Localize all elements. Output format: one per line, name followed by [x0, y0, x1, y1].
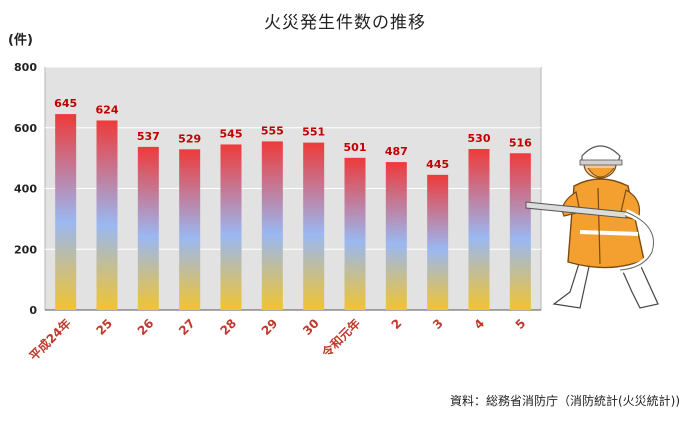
bar: [344, 157, 366, 310]
y-tick-label: 200: [14, 243, 37, 256]
x-tick-label: 25: [93, 316, 115, 338]
bar: [303, 142, 325, 310]
bar: [427, 174, 449, 310]
bar: [179, 149, 201, 310]
bar: [96, 120, 118, 311]
bar: [261, 141, 283, 310]
bar-value-label: 516: [509, 136, 532, 149]
x-tick-label: 26: [135, 316, 157, 338]
bar-value-label: 545: [220, 127, 243, 140]
x-tick-label: 平成24年: [26, 316, 74, 364]
bar-value-label: 624: [96, 103, 119, 116]
bar: [55, 114, 77, 310]
bar-value-label: 529: [178, 132, 201, 145]
bar-value-label: 501: [344, 141, 367, 154]
bar-value-label: 445: [426, 158, 449, 171]
x-tick-label: 28: [217, 316, 239, 338]
y-tick-label: 800: [14, 61, 37, 74]
bar: [220, 144, 242, 310]
y-tick-label: 0: [29, 304, 37, 317]
bar-value-label: 537: [137, 130, 160, 143]
bar-value-label: 645: [54, 97, 77, 110]
x-tick-label: 27: [176, 316, 198, 338]
firefighter-icon: [525, 145, 659, 309]
bar: [509, 153, 531, 310]
y-axis-unit-label: (件): [8, 33, 33, 48]
bar-value-label: 530: [468, 132, 491, 145]
y-tick-label: 600: [14, 122, 37, 135]
bar-value-label: 551: [302, 126, 325, 139]
bar: [137, 146, 159, 310]
bar-value-label: 555: [261, 124, 284, 137]
bar: [385, 162, 407, 310]
x-tick-label: 5: [513, 316, 529, 332]
x-tick-label: 4: [471, 316, 487, 332]
bar: [468, 149, 490, 310]
x-tick-label: 29: [259, 316, 281, 338]
x-tick-label: 令和元年: [318, 316, 363, 361]
chart-title: 火災発生件数の推移: [264, 13, 426, 33]
x-tick-label: 3: [430, 316, 446, 332]
x-tick-label: 2: [389, 316, 405, 332]
x-tick-label: 30: [300, 316, 322, 338]
bar-value-label: 487: [385, 145, 408, 158]
source-note: 資料：総務省消防庁（消防統計(火災統計)): [449, 394, 680, 408]
y-tick-label: 400: [14, 183, 37, 196]
